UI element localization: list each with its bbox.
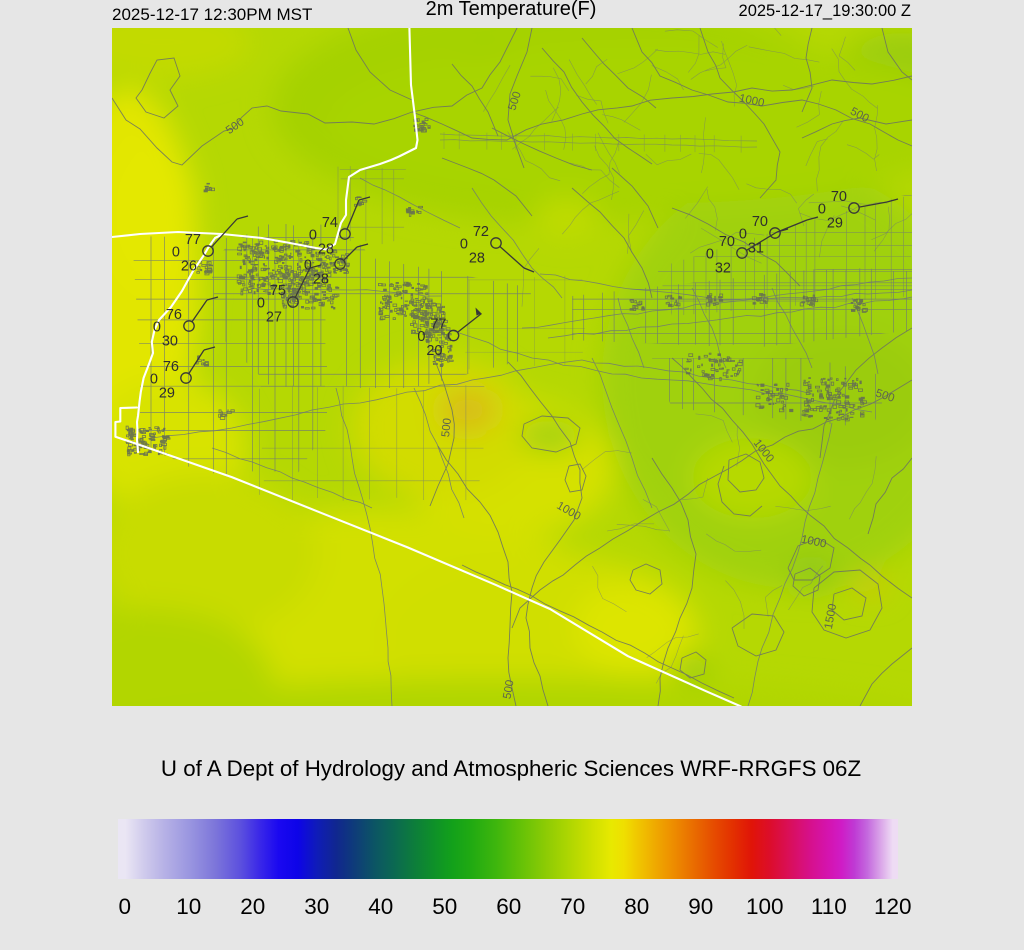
svg-text:75: 75 [270, 283, 286, 299]
svg-text:74: 74 [322, 215, 338, 231]
svg-text:1500: 1500 [823, 603, 839, 630]
svg-text:77: 77 [185, 232, 201, 248]
svg-text:20: 20 [426, 343, 442, 359]
svg-text:26: 26 [181, 259, 197, 275]
svg-text:500: 500 [506, 90, 523, 112]
svg-text:0: 0 [706, 246, 714, 262]
svg-text:31: 31 [748, 241, 764, 257]
svg-text:1000: 1000 [738, 93, 766, 110]
svg-text:72: 72 [473, 224, 489, 240]
svg-text:0: 0 [172, 244, 180, 260]
svg-text:70: 70 [752, 214, 768, 230]
svg-text:1000: 1000 [800, 534, 828, 551]
svg-text:0: 0 [304, 257, 312, 273]
svg-text:0: 0 [153, 319, 161, 335]
svg-text:500: 500 [874, 387, 896, 404]
svg-text:500: 500 [440, 418, 454, 438]
svg-text:76: 76 [163, 359, 179, 375]
svg-text:0: 0 [739, 226, 747, 242]
svg-text:0: 0 [818, 201, 826, 217]
svg-text:0: 0 [417, 329, 425, 345]
svg-text:28: 28 [469, 251, 485, 267]
svg-text:30: 30 [162, 334, 178, 350]
svg-text:70: 70 [719, 234, 735, 250]
svg-text:27: 27 [266, 310, 282, 326]
svg-text:500: 500 [501, 679, 516, 700]
svg-text:0: 0 [150, 371, 158, 387]
svg-text:0: 0 [460, 236, 468, 252]
svg-text:77: 77 [430, 317, 446, 333]
svg-text:70: 70 [831, 189, 847, 205]
svg-text:28: 28 [318, 242, 334, 258]
svg-text:0: 0 [309, 227, 317, 243]
svg-text:76: 76 [166, 307, 182, 323]
svg-text:29: 29 [159, 386, 175, 402]
svg-text:0: 0 [257, 295, 265, 311]
svg-text:28: 28 [313, 272, 329, 288]
svg-text:32: 32 [715, 261, 731, 277]
svg-text:29: 29 [827, 216, 843, 232]
